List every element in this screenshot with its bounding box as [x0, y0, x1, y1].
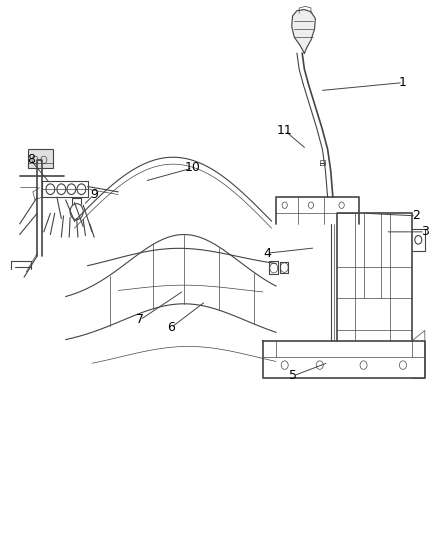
- Text: 5: 5: [290, 369, 297, 382]
- Text: 4: 4: [263, 247, 271, 260]
- Text: 2: 2: [412, 209, 420, 222]
- Text: 10: 10: [185, 161, 201, 174]
- Text: 3: 3: [421, 225, 429, 238]
- Text: 1: 1: [399, 76, 407, 89]
- Text: 7: 7: [136, 313, 144, 326]
- Text: 9: 9: [90, 188, 98, 201]
- Text: 11: 11: [277, 124, 293, 137]
- Polygon shape: [292, 10, 315, 53]
- Text: 8: 8: [27, 154, 35, 166]
- Text: 6: 6: [167, 321, 175, 334]
- Bar: [28, 149, 53, 168]
